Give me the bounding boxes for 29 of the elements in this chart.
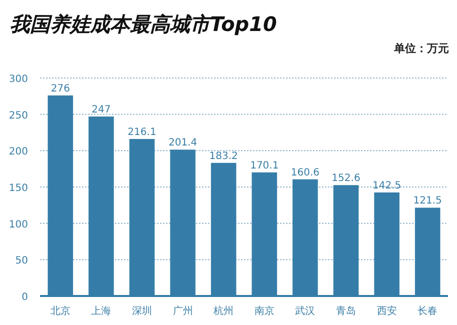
y-tick-label: 50	[15, 256, 28, 267]
x-tick-label: 杭州	[212, 305, 234, 317]
y-tick-label: 250	[8, 110, 28, 122]
data-label: 247	[92, 104, 111, 116]
x-tick-label: 长春	[418, 305, 438, 317]
data-label: 170.1	[250, 160, 279, 172]
data-label: 276	[50, 83, 70, 94]
x-tick-label: 广州	[172, 305, 193, 317]
data-label: 142.5	[372, 180, 402, 192]
x-tick-label: 南京	[254, 305, 274, 317]
x-tick-label: 上海	[91, 305, 112, 317]
data-label: 160.6	[290, 167, 320, 178]
x-tick-label: 北京	[50, 305, 70, 317]
y-tick-label: 150	[8, 183, 28, 194]
data-label: 121.5	[413, 196, 442, 207]
y-tick-label: 100	[8, 219, 28, 230]
data-label: 201.4	[168, 138, 198, 149]
x-tick-label: 青岛	[336, 305, 356, 317]
x-tick-label: 深圳	[132, 305, 152, 317]
data-label: 152.6	[332, 173, 360, 184]
x-tick-label: 武汉	[295, 305, 316, 317]
y-tick-label: 300	[8, 74, 28, 85]
y-tick-label: 200	[8, 146, 28, 158]
x-tick-label: 西安	[376, 305, 397, 317]
data-label: 183.2	[209, 150, 238, 162]
y-tick-label: 0	[22, 292, 28, 303]
data-label: 216.1	[128, 126, 156, 138]
text: 单位：万元	[393, 42, 449, 55]
chart-title: 我国养娃成本最高城市Top10	[10, 12, 278, 36]
